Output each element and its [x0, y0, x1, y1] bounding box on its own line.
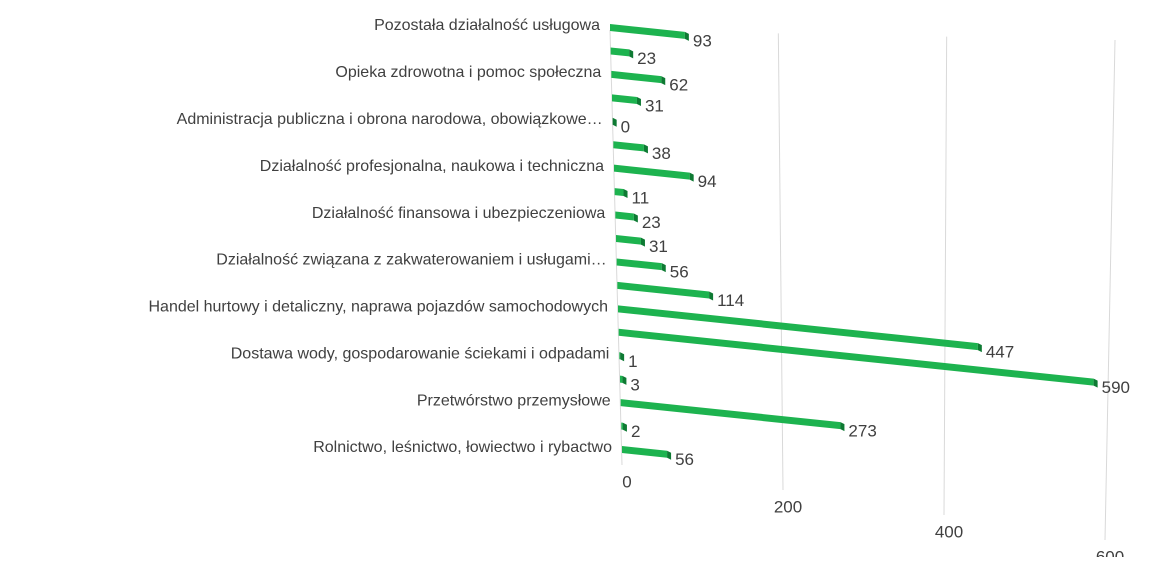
value-label: 94: [698, 172, 717, 191]
x-tick-label: 400: [935, 522, 963, 541]
bar: [618, 328, 1094, 386]
value-label: 93: [693, 31, 712, 50]
bar: [611, 70, 662, 84]
bar-side: [661, 263, 666, 273]
bar: [622, 446, 668, 458]
y-tick-label: Opieka zdrowotna i pomoc społeczna: [335, 64, 601, 81]
bar: [617, 281, 710, 299]
bar: [614, 188, 624, 197]
bar-side: [633, 213, 638, 223]
bar: [620, 399, 841, 430]
bar: [613, 141, 644, 152]
bar: [610, 47, 630, 57]
y-tick-label: Administracja publiczna i obrona narodow…: [177, 111, 603, 128]
bar: [614, 164, 690, 180]
bar-side: [622, 375, 627, 385]
bar: [616, 235, 641, 245]
bar-side: [661, 76, 666, 86]
value-label: 62: [669, 76, 688, 95]
value-label: 2: [631, 422, 640, 441]
bar-side: [629, 49, 634, 59]
value-label: 590: [1102, 378, 1130, 397]
bar-side: [1093, 378, 1098, 388]
x-tick-label: 200: [774, 497, 802, 516]
bar-side: [709, 291, 714, 301]
value-label: 11: [632, 189, 650, 208]
bar-side: [684, 31, 689, 41]
y-tick-label: Pozostała działalność usługowa: [374, 17, 600, 34]
value-label: 114: [717, 291, 744, 310]
y-tick-label: Handel hurtowy i detaliczny, naprawa poj…: [148, 299, 608, 316]
grid-line: [777, 33, 784, 491]
bar: [610, 24, 685, 39]
bar-side: [636, 96, 641, 106]
value-label: 1: [628, 352, 637, 371]
bar-side: [977, 343, 982, 353]
value-label: 273: [848, 422, 876, 441]
value-label: 447: [986, 343, 1014, 362]
bar: [616, 258, 662, 271]
y-tick-label: Rolnictwo, leśnictwo, łowiectwo i rybact…: [313, 439, 612, 456]
value-label: 56: [675, 450, 694, 469]
x-tick-label: 0: [622, 472, 631, 491]
value-label: 23: [642, 213, 661, 232]
bar-side: [623, 189, 628, 199]
bar: [621, 422, 623, 430]
bar-side: [840, 422, 845, 432]
y-tick-label: Dostawa wody, gospodarowanie ściekami i …: [231, 345, 610, 362]
value-label: 23: [637, 49, 656, 68]
bar-side: [620, 352, 625, 362]
grid-line: [1104, 39, 1116, 541]
bar-side: [643, 144, 648, 154]
value-label: 38: [652, 144, 671, 163]
bar-side: [689, 172, 694, 182]
value-label: 3: [630, 375, 639, 394]
value-label: 31: [645, 96, 664, 115]
grid-line: [609, 29, 623, 466]
bar-side: [622, 422, 627, 432]
y-tick-label: Przetwórstwo przemysłowe: [417, 392, 611, 409]
bar: [615, 211, 634, 221]
y-tick-label: Działalność związana z zakwaterowaniem i…: [216, 252, 606, 269]
x-tick-label: 600: [1096, 547, 1124, 557]
value-label: 31: [649, 237, 668, 256]
y-tick-label: Działalność finansowa i ubezpieczeniowa: [312, 205, 606, 222]
bar-side: [667, 450, 672, 460]
grid-line: [943, 36, 948, 516]
bar: [620, 375, 623, 383]
bar-side: [612, 117, 617, 127]
y-tick-label: Działalność profesjonalna, naukowa i tec…: [260, 158, 604, 175]
bar: [619, 352, 621, 360]
value-label: 0: [621, 117, 630, 136]
bar: [612, 94, 637, 104]
bar: [618, 305, 978, 351]
bar-side: [640, 237, 645, 247]
value-label: 56: [670, 263, 689, 282]
